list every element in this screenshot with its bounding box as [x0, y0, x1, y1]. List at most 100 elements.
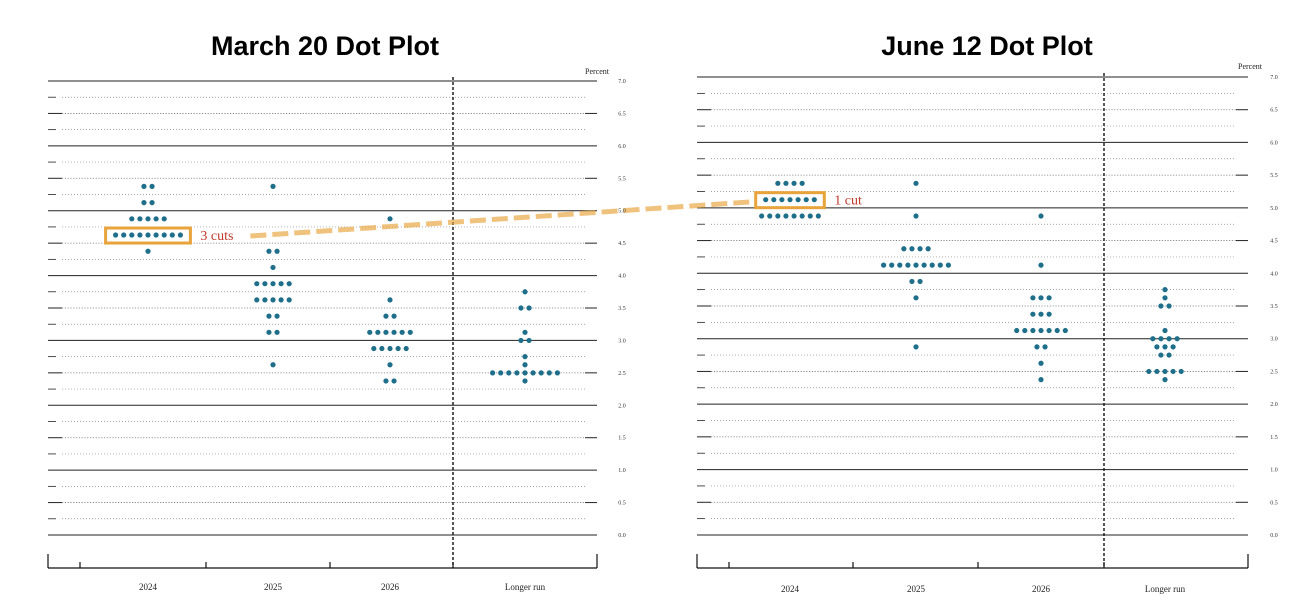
projection-dot — [1054, 327, 1060, 334]
projection-dot — [153, 216, 159, 222]
highlight-box — [754, 191, 826, 210]
projection-dot — [546, 370, 552, 376]
projection-dot — [149, 183, 155, 189]
dots-layer — [113, 180, 1184, 384]
y-axis-unit-label: Percent — [1238, 62, 1263, 71]
y-tick-label: 6.5 — [618, 111, 626, 117]
projection-dot — [367, 329, 373, 335]
projection-dot — [375, 329, 381, 335]
projection-dot — [145, 216, 151, 222]
projection-dot — [254, 281, 260, 287]
projection-dot — [274, 313, 280, 319]
projection-dot — [1162, 295, 1168, 301]
projection-dot — [1154, 344, 1160, 350]
projection-dot — [262, 297, 268, 303]
y-tick-label: 2.0 — [618, 403, 626, 409]
projection-dot — [815, 213, 821, 219]
projection-dot — [153, 232, 159, 238]
projection-dot — [913, 344, 919, 350]
projection-dot — [270, 362, 276, 368]
projection-dot — [1014, 327, 1020, 334]
projection-dot — [783, 213, 789, 219]
projection-dot — [1046, 311, 1052, 317]
projection-dot — [262, 281, 268, 287]
projection-dot — [278, 281, 284, 287]
annotation-label: 3 cuts — [200, 229, 233, 244]
projection-dot — [917, 246, 923, 252]
projection-dot — [909, 278, 915, 285]
y-tick-label: 0.0 — [618, 533, 626, 539]
projection-dot — [387, 216, 393, 222]
y-tick-label: 5.0 — [618, 209, 626, 215]
projection-dot — [775, 180, 781, 186]
projection-dot — [121, 232, 127, 238]
projection-dot — [145, 248, 151, 254]
projection-dot — [807, 213, 813, 219]
annotation-layer — [104, 191, 826, 245]
projection-dot — [490, 370, 496, 376]
projection-dot — [1038, 360, 1044, 366]
projection-dot — [383, 378, 389, 384]
projection-dot — [1038, 262, 1044, 268]
y-tick-label: 2.5 — [618, 371, 626, 377]
projection-dot — [901, 246, 907, 252]
y-tick-label: 6.5 — [1270, 108, 1278, 114]
projection-dot — [522, 370, 528, 376]
projection-dot — [266, 313, 272, 319]
projection-dot — [791, 213, 797, 219]
projection-dot — [787, 197, 793, 203]
projection-dot — [1038, 377, 1044, 383]
projection-dot — [913, 180, 919, 186]
projection-dot — [1166, 352, 1172, 358]
projection-dot — [379, 345, 385, 352]
projection-dot — [518, 305, 524, 311]
y-tick-label: 7.0 — [618, 79, 626, 85]
projection-dot — [1034, 344, 1040, 350]
projection-dot — [526, 337, 532, 344]
y-tick-label: 3.5 — [1270, 304, 1278, 310]
projection-dot — [945, 262, 952, 268]
projection-dot — [1158, 336, 1164, 342]
projection-dot — [913, 295, 919, 301]
projection-dot — [803, 197, 809, 203]
projection-dot — [1166, 336, 1172, 342]
y-tick-label: 4.0 — [1270, 271, 1278, 277]
projection-dot — [129, 232, 135, 238]
projection-dot — [929, 262, 935, 268]
y-tick-label: 4.5 — [1270, 239, 1278, 245]
y-tick-label: 3.5 — [618, 306, 626, 312]
projection-dot — [169, 232, 175, 238]
projection-dot — [522, 329, 528, 335]
y-tick-label: 3.0 — [1270, 337, 1278, 343]
projection-dot — [270, 183, 276, 189]
projection-dot — [917, 278, 923, 285]
projection-dot — [1166, 303, 1172, 309]
x-category-label: Longer run — [505, 582, 546, 592]
projection-dot — [387, 362, 393, 368]
x-category-label: 2026 — [381, 582, 400, 592]
projection-dot — [407, 329, 413, 335]
projection-dot — [270, 264, 276, 271]
projection-dot — [1046, 295, 1052, 301]
projection-dot — [775, 213, 781, 219]
projection-dot — [795, 197, 801, 203]
y-tick-label: 4.5 — [618, 241, 626, 247]
projection-dot — [145, 232, 151, 238]
projection-dot — [1162, 327, 1168, 334]
projection-dot — [514, 370, 520, 376]
projection-dot — [518, 337, 524, 344]
projection-dot — [530, 370, 536, 376]
projection-dot — [1146, 368, 1152, 375]
projection-dot — [811, 197, 817, 203]
connector-arrow — [250, 199, 754, 239]
projection-dot — [1030, 295, 1036, 301]
projection-dot — [391, 313, 397, 319]
projection-dot — [1038, 213, 1044, 219]
projection-dot — [1170, 368, 1176, 375]
projection-dot — [1030, 311, 1036, 317]
projection-dot — [771, 197, 777, 203]
projection-dot — [799, 180, 805, 186]
projection-dot — [522, 378, 528, 384]
projection-dot — [391, 329, 397, 335]
